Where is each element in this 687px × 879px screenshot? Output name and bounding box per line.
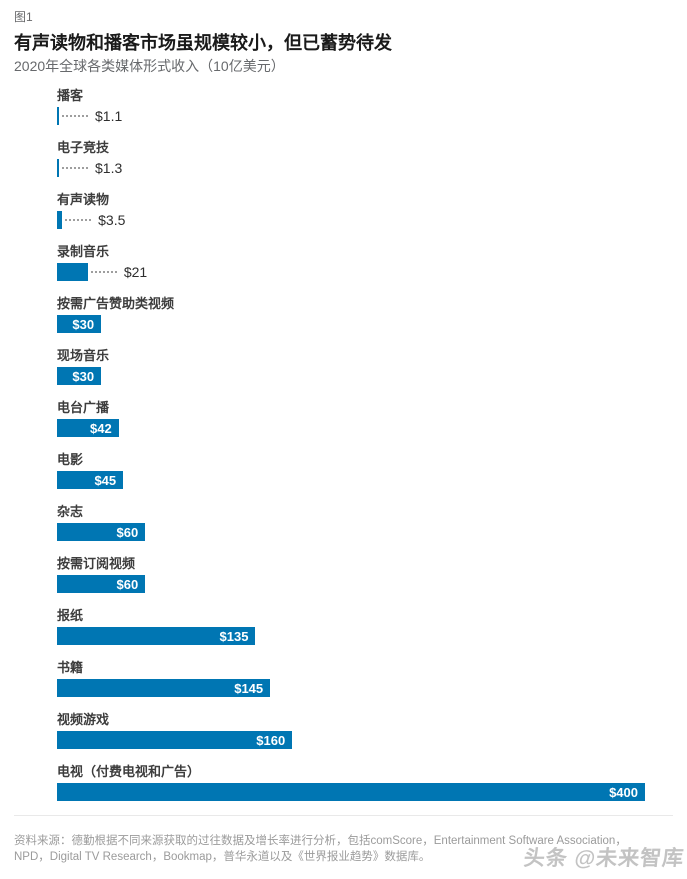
leader-dots xyxy=(62,115,88,117)
leader-dots xyxy=(62,167,88,169)
bar: $30 xyxy=(57,315,102,333)
bar-row: 电子竞技 $1.3 xyxy=(57,139,649,177)
category-label: 电视（付费电视和广告） xyxy=(57,764,201,779)
bar-row: 有声读物 $3.5 xyxy=(57,191,649,229)
value-label: $3.5 xyxy=(98,212,126,228)
bar-track: $60 xyxy=(57,523,649,541)
bar-track: $42 xyxy=(57,419,649,437)
bar-row: 录制音乐 $21 xyxy=(57,243,649,281)
value-label: $42 xyxy=(90,420,112,436)
bar-track: $3.5 xyxy=(57,211,649,229)
bar-track: $30 xyxy=(57,367,649,385)
value-label: $21 xyxy=(123,264,148,280)
bar: $30 xyxy=(57,367,102,385)
chart-title: 有声读物和播客市场虽规模较小，但已蓄势待发 xyxy=(14,33,392,53)
bar-track: $400 xyxy=(57,783,649,801)
bar xyxy=(57,107,59,125)
value-label: $135 xyxy=(219,628,249,644)
bar-row: 电视（付费电视和广告） $400 xyxy=(57,763,649,801)
bar xyxy=(57,211,63,229)
value-label: $60 xyxy=(116,576,139,592)
bar: $400 xyxy=(57,783,645,801)
leader-dots xyxy=(65,219,92,221)
bar-row: 电台广播 $42 xyxy=(57,399,649,437)
bar-chart: 播客 $1.1 电子竞技 $1.3 有声读物 $3.5 录制音乐 $21 按需广告赞助类视频 $3… xyxy=(57,87,649,801)
bar-row: 书籍 $145 xyxy=(57,659,649,697)
bar-track: $21 xyxy=(57,263,649,281)
bar: $160 xyxy=(57,731,293,749)
category-label: 电子竞技 xyxy=(57,140,110,155)
category-label: 电影 xyxy=(57,452,84,467)
bar-row: 电影 $45 xyxy=(57,451,649,489)
bar-track: $135 xyxy=(57,627,649,645)
value-label: $1.3 xyxy=(95,160,123,176)
bar: $145 xyxy=(57,679,271,697)
bar-track: $60 xyxy=(57,575,649,593)
source-line: 资料来源：德勤根据不同来源获取的过往数据及增长率进行分析，包括comScore，… xyxy=(14,835,627,847)
value-label: $45 xyxy=(94,472,117,488)
bar: $42 xyxy=(57,419,119,437)
bar-track: $1.1 xyxy=(57,107,649,125)
category-label: 杂志 xyxy=(57,504,84,519)
bar-track: $45 xyxy=(57,471,649,489)
bar xyxy=(57,159,59,177)
category-label: 按需订阅视频 xyxy=(57,556,136,571)
category-label: 书籍 xyxy=(57,660,84,675)
bar-row: 按需订阅视频 $60 xyxy=(57,555,649,593)
value-label: $30 xyxy=(72,368,95,384)
source-line: NPD，Digital TV Research，Bookmap，普华永道以及《世… xyxy=(14,851,431,863)
value-label: $1.1 xyxy=(95,108,123,124)
chart-subtitle: 2020年全球各类媒体形式收入（10亿美元） xyxy=(14,58,285,74)
category-label: 录制音乐 xyxy=(57,244,110,259)
category-label: 现场音乐 xyxy=(57,348,110,363)
figure-number: 图1 xyxy=(14,10,33,24)
category-label: 按需广告赞助类视频 xyxy=(57,296,175,311)
category-label: 播客 xyxy=(57,88,84,103)
category-label: 有声读物 xyxy=(57,192,110,207)
value-label: $30 xyxy=(72,316,95,332)
bar-row: 现场音乐 $30 xyxy=(57,347,649,385)
value-label: $60 xyxy=(116,524,139,540)
category-label: 电台广播 xyxy=(57,400,110,415)
chart-bottom-divider xyxy=(14,815,673,816)
bar: $135 xyxy=(57,627,256,645)
value-label: $400 xyxy=(609,784,638,800)
category-label: 报纸 xyxy=(57,608,84,623)
bar-track: $1.3 xyxy=(57,159,649,177)
leader-dots xyxy=(90,271,117,273)
source-note: 资料来源：德勤根据不同来源获取的过往数据及增长率进行分析，包括comScore，… xyxy=(14,833,673,865)
bar-row: 报纸 $135 xyxy=(57,607,649,645)
bar: $60 xyxy=(57,523,146,541)
bar xyxy=(57,263,88,281)
bar-track: $145 xyxy=(57,679,649,697)
bar-track: $30 xyxy=(57,315,649,333)
bar-track: $160 xyxy=(57,731,649,749)
bar: $45 xyxy=(57,471,124,489)
category-label: 视频游戏 xyxy=(57,712,110,727)
bar-row: 按需广告赞助类视频 $30 xyxy=(57,295,649,333)
value-label: $145 xyxy=(234,680,264,696)
bar: $60 xyxy=(57,575,146,593)
watermark: 头条 @未来智库 xyxy=(522,847,686,870)
bar-row: 杂志 $60 xyxy=(57,503,649,541)
bar-row: 视频游戏 $160 xyxy=(57,711,649,749)
bar-row: 播客 $1.1 xyxy=(57,87,649,125)
value-label: $160 xyxy=(256,732,286,748)
